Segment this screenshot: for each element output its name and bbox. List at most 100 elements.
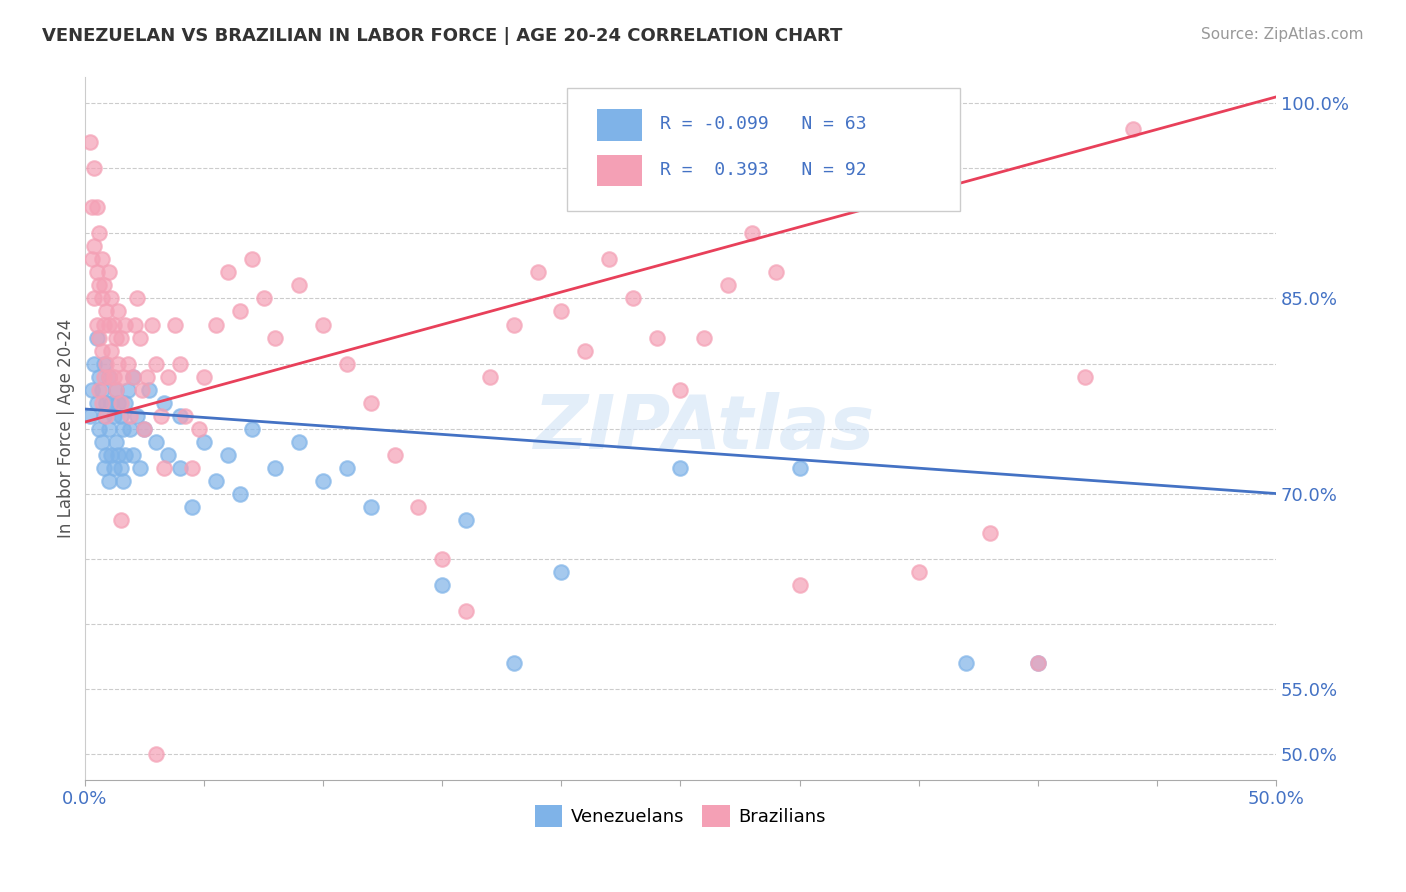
Point: [89, 278, 111, 293]
Point: [150, 409, 173, 423]
Point: [121, 369, 143, 384]
Point: [193, 369, 215, 384]
Point: [669, 460, 692, 475]
Point: [107, 304, 129, 318]
Point: [110, 460, 132, 475]
Point: [100, 448, 122, 462]
Point: [110, 395, 132, 409]
Point: [145, 434, 167, 449]
Point: [96, 448, 118, 462]
Point: [432, 577, 454, 591]
Point: [408, 500, 430, 514]
Point: [141, 318, 163, 332]
Point: [93, 460, 115, 475]
Point: [121, 448, 143, 462]
Point: [526, 265, 548, 279]
Text: ZIPAtlas: ZIPAtlas: [534, 392, 875, 465]
Point: [89, 330, 111, 344]
Point: [83, 292, 105, 306]
Point: [93, 357, 115, 371]
Point: [103, 409, 125, 423]
Point: [114, 448, 136, 462]
Point: [169, 460, 191, 475]
Point: [432, 551, 454, 566]
Point: [112, 474, 135, 488]
Point: [90, 252, 112, 267]
Point: [128, 460, 150, 475]
Point: [89, 421, 111, 435]
Point: [89, 369, 111, 384]
Point: [229, 486, 252, 500]
Point: [252, 292, 274, 306]
Text: Source: ZipAtlas.com: Source: ZipAtlas.com: [1201, 27, 1364, 42]
Point: [100, 292, 122, 306]
Point: [550, 565, 572, 579]
Point: [454, 512, 477, 526]
Point: [90, 343, 112, 358]
Point: [97, 474, 120, 488]
Point: [145, 747, 167, 761]
Point: [104, 330, 127, 344]
Point: [90, 292, 112, 306]
Point: [288, 434, 311, 449]
Point: [264, 460, 287, 475]
Point: [205, 474, 228, 488]
Point: [188, 421, 211, 435]
Point: [312, 474, 335, 488]
Point: [96, 409, 118, 423]
Point: [120, 409, 142, 423]
Point: [574, 343, 596, 358]
Point: [1122, 122, 1144, 136]
Point: [621, 292, 644, 306]
Point: [360, 395, 382, 409]
Point: [100, 395, 122, 409]
Point: [97, 369, 120, 384]
Point: [152, 395, 174, 409]
Point: [174, 409, 197, 423]
Point: [134, 421, 156, 435]
Point: [240, 421, 263, 435]
Point: [83, 161, 105, 176]
Point: [765, 265, 787, 279]
Point: [128, 330, 150, 344]
Point: [107, 395, 129, 409]
Point: [181, 460, 204, 475]
Point: [114, 395, 136, 409]
Point: [741, 227, 763, 241]
Point: [502, 318, 524, 332]
Point: [598, 252, 620, 267]
Point: [97, 318, 120, 332]
Point: [103, 369, 125, 384]
Text: R =  0.393   N = 92: R = 0.393 N = 92: [661, 161, 868, 179]
Point: [165, 318, 187, 332]
Point: [110, 512, 132, 526]
Point: [90, 395, 112, 409]
Point: [86, 201, 108, 215]
Point: [240, 252, 263, 267]
Point: [110, 330, 132, 344]
Point: [96, 357, 118, 371]
Point: [169, 357, 191, 371]
Point: [86, 330, 108, 344]
Point: [181, 500, 204, 514]
Point: [93, 318, 115, 332]
Point: [229, 304, 252, 318]
Point: [127, 292, 149, 306]
Point: [103, 318, 125, 332]
Point: [117, 357, 139, 371]
Point: [264, 330, 287, 344]
Point: [127, 409, 149, 423]
Point: [550, 304, 572, 318]
Point: [669, 383, 692, 397]
Point: [93, 409, 115, 423]
Point: [502, 656, 524, 670]
Point: [97, 369, 120, 384]
Point: [478, 369, 501, 384]
Point: [979, 525, 1001, 540]
Point: [145, 357, 167, 371]
Point: [103, 460, 125, 475]
Point: [789, 577, 811, 591]
Point: [83, 357, 105, 371]
Point: [169, 409, 191, 423]
Point: [131, 383, 153, 397]
